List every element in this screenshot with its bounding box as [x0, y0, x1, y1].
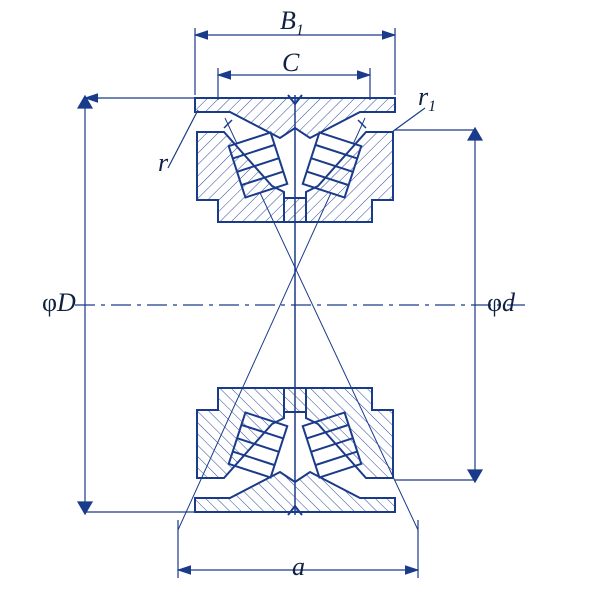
label-phid: φd: [487, 288, 515, 318]
label-r1: r1: [418, 82, 436, 116]
label-B1: B1: [280, 6, 304, 40]
label-phiD: φD: [42, 288, 76, 318]
label-C: C: [282, 48, 299, 78]
label-r: r: [158, 148, 168, 178]
label-a: a: [292, 552, 305, 582]
bearing-diagram: { "type": "engineering-cross-section", "…: [0, 0, 600, 600]
